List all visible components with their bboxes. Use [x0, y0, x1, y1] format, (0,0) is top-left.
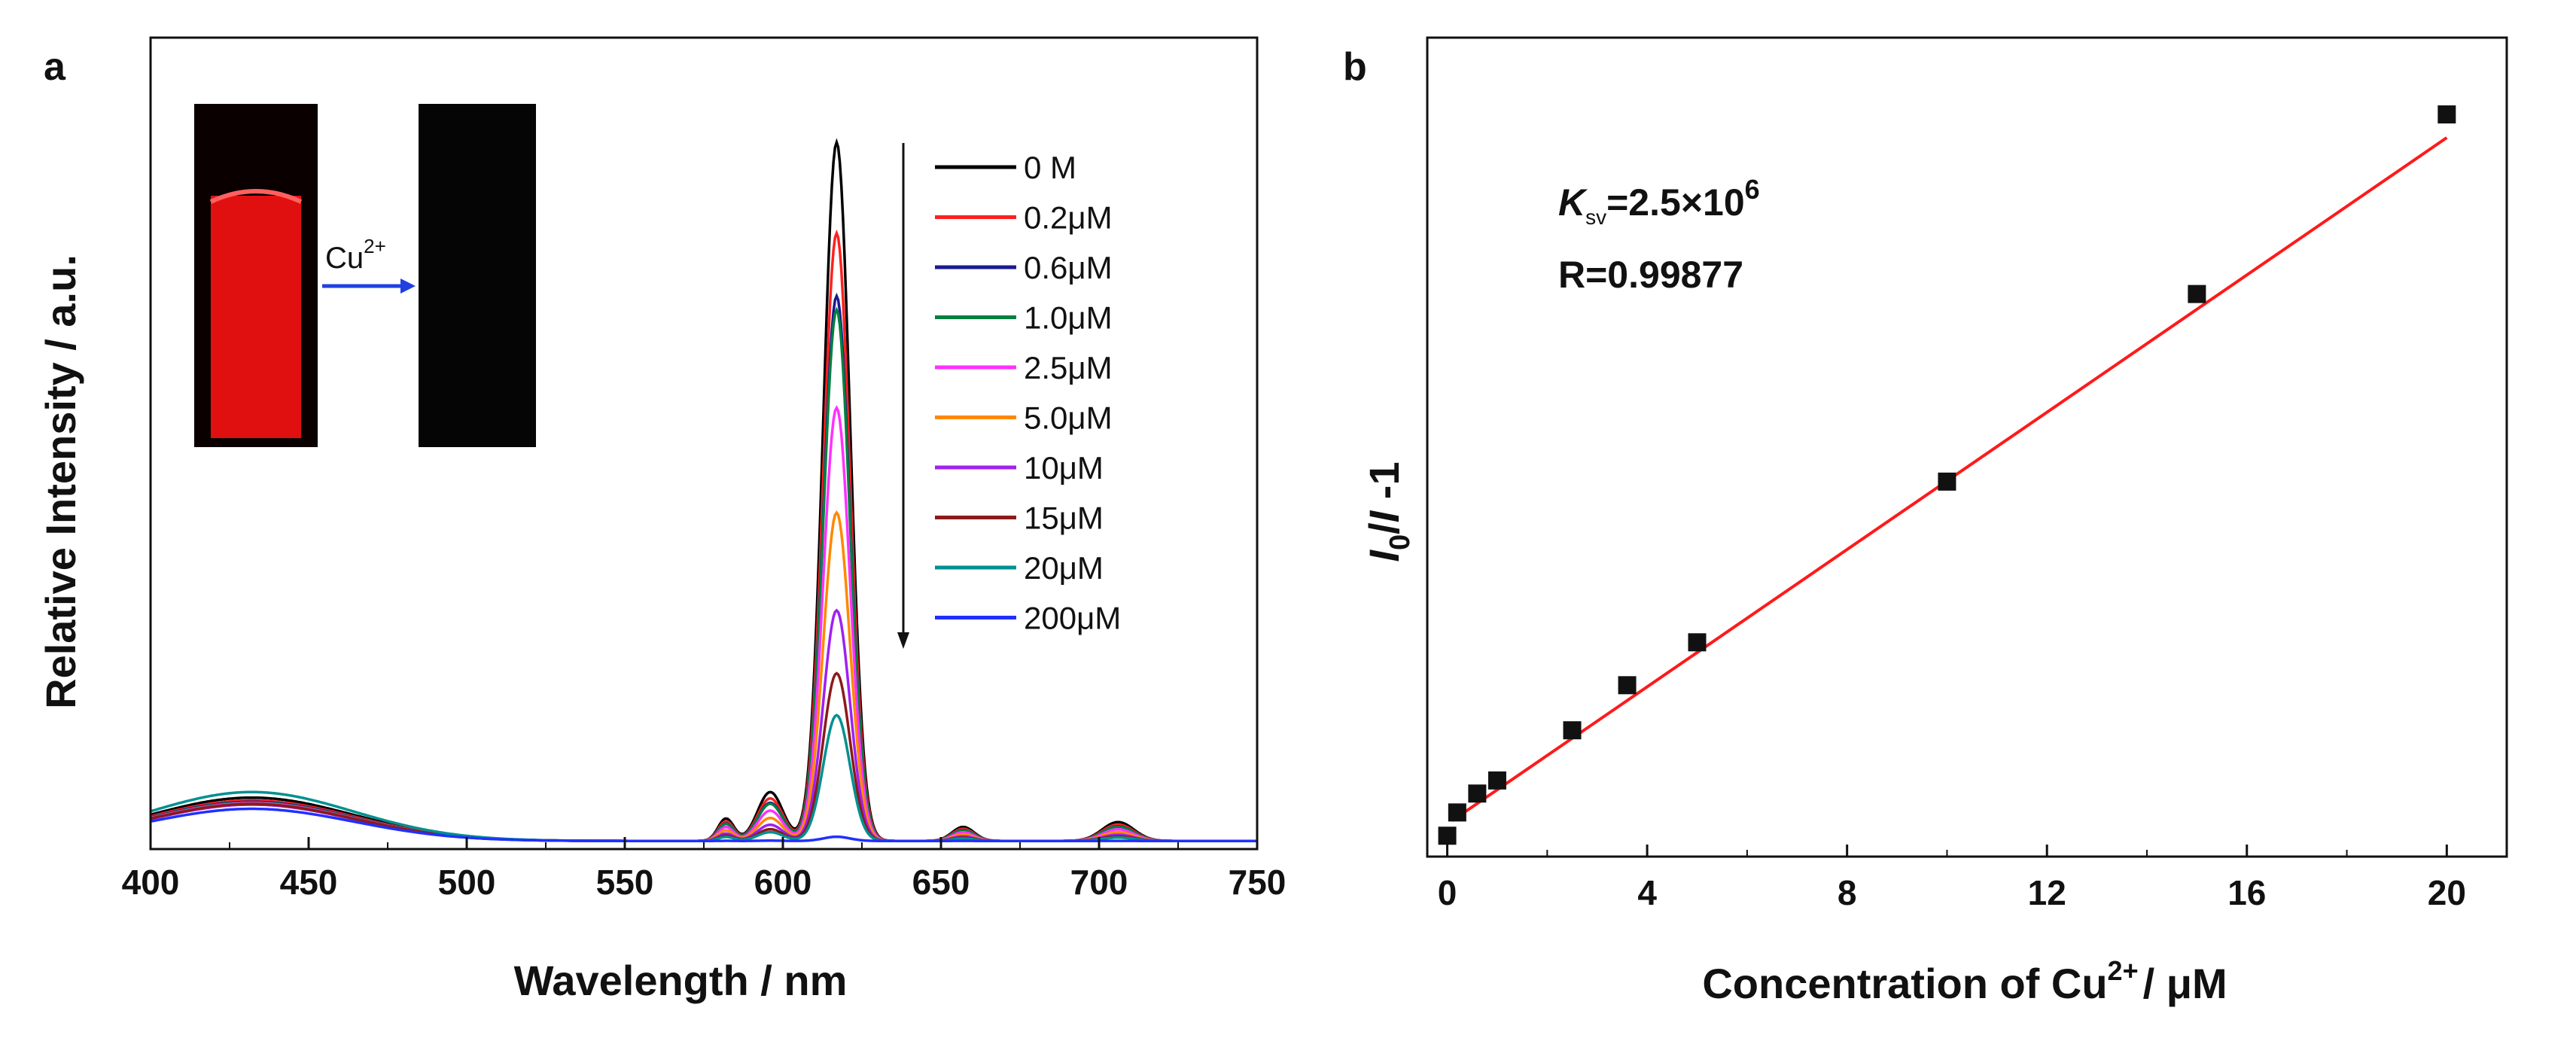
panel-b-x-axis-title: Concentration of Cu2+ / μM [1702, 955, 2227, 1007]
panel-b-x-ticks: 0 4 8 12 16 20 [1438, 845, 2466, 912]
data-point [1487, 771, 1506, 790]
r-annotation: R=0.99877 [1558, 254, 1743, 296]
panel-a-legend: 0 M 0.2μM 0.6μM 1.0μM 2.5μM 5.0μM 10μM 15μM 20μM… [897, 143, 1121, 649]
data-point [1563, 721, 1582, 740]
panel-a-x-axis-title: Wavelength / nm [514, 957, 848, 1004]
legend-label: 15μM [1024, 501, 1104, 536]
panel-b-data-points [1438, 105, 2456, 845]
cuvette-meniscus [209, 189, 303, 204]
x-tick-label: 750 [1229, 863, 1286, 902]
legend-label: 200μM [1024, 601, 1121, 636]
data-point [2437, 105, 2456, 123]
panel-b-stern-volmer-chart: b 0 4 8 12 16 20 Ksv=2.5×106 R=0.99877 Concen… [1343, 36, 2508, 1007]
x-tick-label: 16 [2227, 873, 2266, 912]
quench-arrow-label: Cu2+ [325, 235, 386, 275]
panel-b-y-axis-title: I0/I -1 [1360, 461, 1416, 562]
legend-label: 10μM [1024, 450, 1104, 486]
x-tick-label: 8 [1838, 873, 1857, 912]
x-tick-label: 4 [1637, 873, 1657, 912]
legend-label: 1.0μM [1024, 300, 1113, 336]
spectrum-curves [150, 138, 1257, 842]
panel-a-letter: a [44, 45, 66, 89]
quench-arrow-head [400, 279, 416, 294]
x-tick-label: 700 [1070, 863, 1128, 902]
data-point [1938, 472, 1956, 491]
legend-label: 2.5μM [1024, 350, 1113, 385]
data-point [1468, 784, 1487, 803]
data-point [1448, 803, 1466, 822]
panel-b-axes [1426, 36, 2508, 858]
panel-b-plot-frame [1426, 36, 2508, 858]
panel-b-letter: b [1343, 45, 1367, 89]
panel-a-y-axis-title: Relative Intensity / a.u. [37, 254, 84, 709]
x-tick-label: 12 [2028, 873, 2066, 912]
spectrum-line [150, 714, 1257, 842]
cuvette-after-photo [419, 104, 536, 447]
panel-a-spectrum-chart: a Cu2+ 400 450 500 550 600 650 700 750 0 M 0.2μM… [37, 36, 1286, 1004]
legend-label: 0 M [1024, 150, 1076, 185]
cuvette-inset: Cu2+ [194, 104, 536, 447]
legend-label: 20μM [1024, 550, 1104, 586]
x-tick-label: 500 [438, 863, 496, 902]
legend-label: 0.6μM [1024, 250, 1113, 285]
x-tick-label: 0 [1438, 873, 1457, 912]
data-point [2188, 285, 2206, 303]
x-tick-label: 400 [122, 863, 180, 902]
legend-label: 5.0μM [1024, 400, 1113, 436]
x-tick-label: 550 [596, 863, 654, 902]
x-tick-label: 20 [2428, 873, 2466, 912]
ksv-annotation: Ksv=2.5×106 [1558, 174, 1760, 229]
spectrum-line [150, 807, 1257, 842]
legend-label: 0.2μM [1024, 200, 1113, 236]
panel-a-x-ticks: 400 450 500 550 600 650 700 750 [122, 837, 1286, 902]
x-tick-label: 450 [280, 863, 338, 902]
data-point [1618, 676, 1637, 695]
data-point [1688, 633, 1707, 652]
decrease-arrow-head [897, 632, 909, 649]
data-point [1438, 826, 1457, 845]
x-tick-label: 600 [754, 863, 812, 902]
cuvette-before-glow [211, 196, 301, 438]
x-tick-label: 650 [912, 863, 970, 902]
